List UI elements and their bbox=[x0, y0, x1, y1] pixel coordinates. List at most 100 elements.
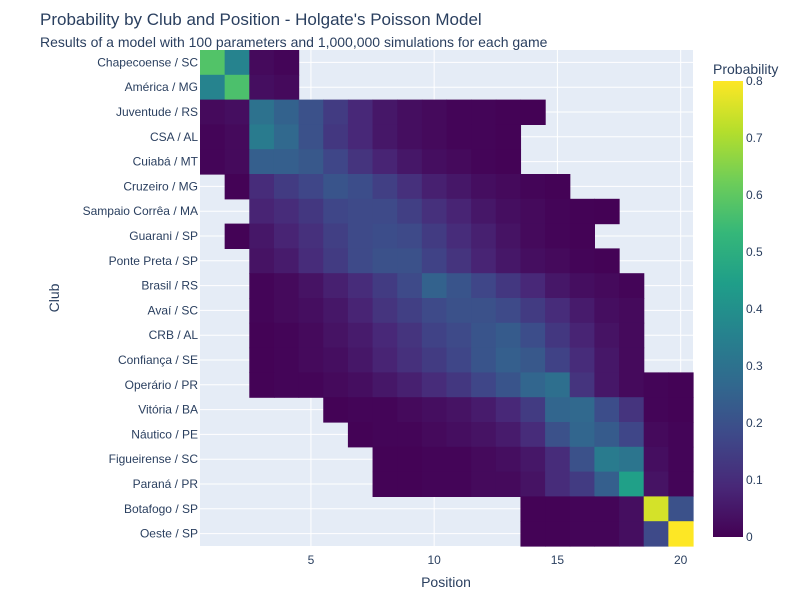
heatmap-cell bbox=[495, 446, 522, 473]
heatmap-cell bbox=[545, 223, 571, 249]
heatmap-cell bbox=[347, 372, 374, 398]
heatmap-cell bbox=[520, 273, 546, 299]
heatmap-cell bbox=[323, 198, 349, 225]
heatmap-cell bbox=[298, 174, 324, 200]
heatmap-cell bbox=[545, 496, 571, 522]
heatmap-cell bbox=[619, 298, 645, 324]
heatmap-cell bbox=[224, 124, 250, 150]
heatmap-cell bbox=[668, 397, 694, 423]
heatmap-cell bbox=[323, 149, 349, 175]
heatmap-cell bbox=[594, 496, 620, 522]
heatmap-cell bbox=[421, 223, 448, 249]
heatmap-cell bbox=[520, 248, 546, 274]
heatmap-cell bbox=[619, 422, 645, 448]
heatmap-cell bbox=[446, 397, 472, 423]
heatmap-cell bbox=[421, 149, 448, 175]
heatmap-cell bbox=[249, 273, 275, 299]
heatmap-cell bbox=[323, 124, 349, 150]
heatmap-cell bbox=[397, 99, 423, 125]
heatmap-cell bbox=[421, 273, 448, 299]
heatmap-cell bbox=[372, 372, 398, 398]
heatmap-cell bbox=[545, 347, 571, 373]
heatmap-cell bbox=[446, 223, 472, 249]
y-tick-label: Avaí / SC bbox=[148, 303, 199, 317]
heatmap-cell bbox=[495, 198, 522, 225]
heatmap-cell bbox=[471, 298, 497, 324]
heatmap-cell bbox=[347, 273, 374, 299]
colorbar-tick-label: 0 bbox=[746, 530, 753, 544]
heatmap-cell bbox=[372, 149, 398, 175]
heatmap-cell bbox=[224, 74, 250, 101]
heatmap-cell bbox=[495, 322, 522, 349]
heatmap-cell bbox=[545, 422, 571, 448]
heatmap-cell bbox=[200, 74, 226, 101]
heatmap-cell bbox=[421, 174, 448, 200]
heatmap-cell bbox=[224, 174, 250, 200]
heatmap-cell bbox=[520, 372, 546, 398]
colorbar-tick-label: 0.7 bbox=[746, 131, 763, 145]
heatmap-cell bbox=[520, 347, 546, 373]
heatmap-cell bbox=[446, 174, 472, 200]
heatmap-cell bbox=[347, 149, 374, 175]
heatmap-cell bbox=[545, 372, 571, 398]
heatmap-cell bbox=[471, 248, 497, 274]
heatmap-cell bbox=[372, 298, 398, 324]
heatmap-cell bbox=[421, 124, 448, 150]
heatmap-cell bbox=[446, 422, 472, 448]
heatmap-cell bbox=[323, 322, 349, 349]
heatmap-cell bbox=[347, 99, 374, 125]
y-tick-label: Oeste / SP bbox=[140, 527, 198, 541]
heatmap-cell bbox=[569, 322, 595, 349]
heatmap-cell bbox=[273, 74, 300, 101]
colorbar-tick-label: 0.4 bbox=[746, 302, 763, 316]
heatmap-cell bbox=[668, 496, 694, 522]
heatmap-cell bbox=[668, 521, 694, 547]
heatmap-cell bbox=[495, 298, 522, 324]
heatmap-cell bbox=[421, 471, 448, 497]
heatmap-cell bbox=[397, 174, 423, 200]
heatmap-cell bbox=[372, 446, 398, 473]
heatmap-cell bbox=[495, 422, 522, 448]
heatmap-cell bbox=[200, 50, 226, 76]
heatmap-cell bbox=[594, 322, 620, 349]
heatmap-cell bbox=[372, 471, 398, 497]
heatmap-cell bbox=[421, 248, 448, 274]
heatmap-cell bbox=[421, 322, 448, 349]
heatmap-cell bbox=[471, 99, 497, 125]
heatmap-cell bbox=[200, 124, 226, 150]
heatmap-cell bbox=[446, 149, 472, 175]
heatmap-cell bbox=[298, 198, 324, 225]
heatmap-cell bbox=[323, 298, 349, 324]
x-tick-label: 10 bbox=[427, 553, 441, 567]
x-tick-label: 15 bbox=[551, 553, 565, 567]
heatmap-cell bbox=[224, 149, 250, 175]
heatmap-cell bbox=[495, 372, 522, 398]
heatmap-cell bbox=[273, 298, 300, 324]
y-tick-label: Chapecoense / SC bbox=[97, 55, 198, 69]
heatmap-cell bbox=[347, 248, 374, 274]
heatmap-cell bbox=[569, 198, 595, 225]
colorbar-tick-label: 0.8 bbox=[746, 74, 763, 88]
heatmap-cell bbox=[397, 471, 423, 497]
heatmap-cell bbox=[397, 446, 423, 473]
y-axis-title: Club bbox=[46, 283, 62, 312]
heatmap-cell bbox=[372, 322, 398, 349]
heatmap-cell bbox=[397, 298, 423, 324]
heatmap-cell bbox=[594, 422, 620, 448]
heatmap-cell bbox=[421, 298, 448, 324]
heatmap-cell bbox=[446, 347, 472, 373]
heatmap-cell bbox=[471, 446, 497, 473]
heatmap-cell bbox=[619, 521, 645, 547]
heatmap-cell bbox=[643, 471, 669, 497]
heatmap-cell bbox=[545, 298, 571, 324]
y-tick-label: Ponte Preta / SP bbox=[109, 254, 198, 268]
heatmap-cell bbox=[520, 174, 546, 200]
heatmap-cell bbox=[495, 223, 522, 249]
heatmap-cell bbox=[347, 347, 374, 373]
heatmap-cell bbox=[273, 174, 300, 200]
heatmap-cell bbox=[323, 372, 349, 398]
heatmap-cell bbox=[298, 372, 324, 398]
heatmap-cell bbox=[372, 223, 398, 249]
y-tick-label: CRB / AL bbox=[149, 328, 199, 342]
heatmap-cell bbox=[273, 248, 300, 274]
